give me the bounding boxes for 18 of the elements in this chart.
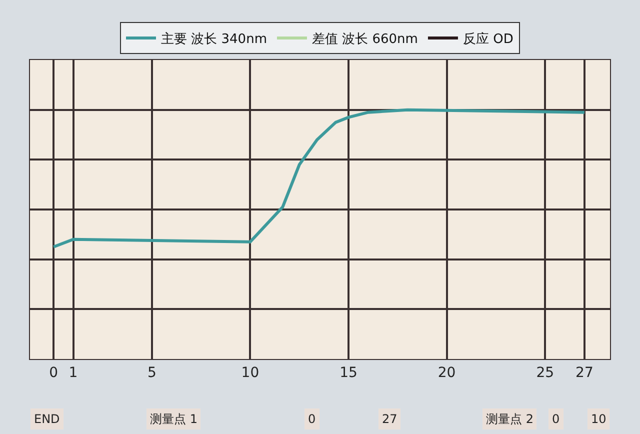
x-tick-label: 0: [49, 364, 58, 381]
text: END: [34, 412, 60, 426]
text: 27: [382, 412, 398, 426]
text: 测量点 1: [150, 412, 198, 426]
text: 10: [591, 412, 606, 426]
text: 0: [552, 412, 560, 426]
legend-label: 反应 OD: [462, 31, 514, 48]
x-tick-label: 20: [438, 364, 456, 381]
x-tick-label: 1: [68, 364, 78, 381]
x-tick-label: 27: [576, 364, 594, 381]
x-tick-label: 10: [241, 364, 260, 381]
legend-label: 主要 波长 340nm: [161, 31, 267, 48]
x-tick-label: 25: [536, 364, 554, 381]
legend-label: 差值 波长 660nm: [312, 32, 418, 48]
x-tick-label: 5: [147, 364, 156, 381]
x-tick-label: 15: [340, 364, 358, 381]
text: 0: [308, 412, 316, 426]
text: 测量点 2: [486, 412, 534, 426]
